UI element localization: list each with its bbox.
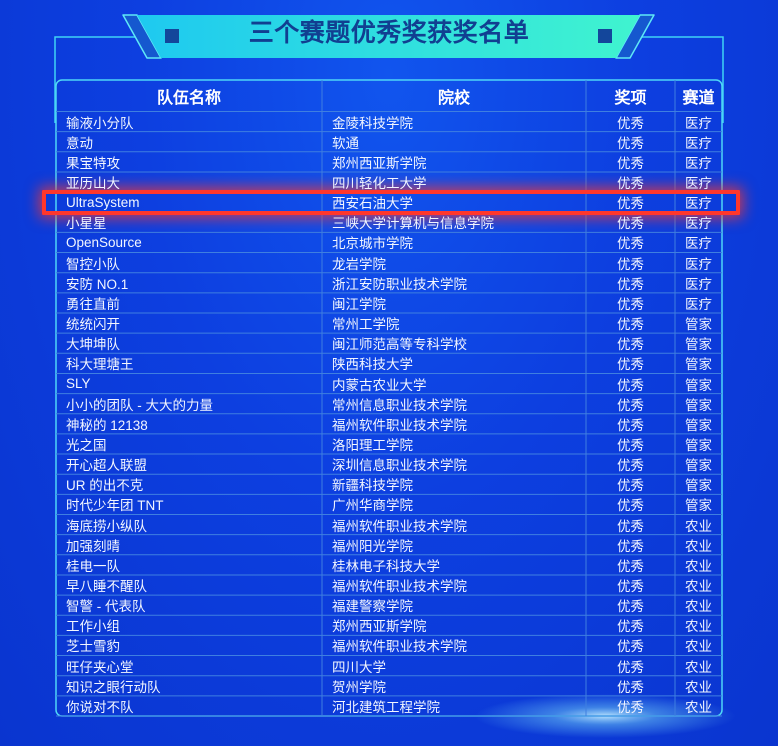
svg-text:三个赛题优秀奖获奖名单: 三个赛题优秀奖获奖名单 — [249, 18, 530, 47]
